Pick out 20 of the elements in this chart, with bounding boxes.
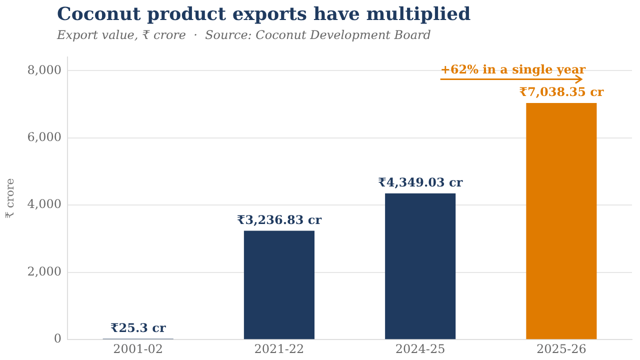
x-tick-label: 2024-25 bbox=[395, 342, 446, 356]
data-label: ₹3,236.83 cr bbox=[236, 212, 322, 227]
data-label: ₹25.3 cr bbox=[110, 320, 166, 335]
x-tick-label: 2021-22 bbox=[254, 342, 304, 356]
y-tick-label: 0 bbox=[54, 332, 62, 346]
chart-subtitle: Export value, ₹ crore · Source: Coconut Development Board bbox=[57, 28, 431, 42]
data-label: ₹7,038.35 cr bbox=[519, 85, 604, 100]
bar bbox=[244, 230, 314, 340]
annotation: +62% in a single year bbox=[440, 62, 586, 76]
x-tick-label: 2001-02 bbox=[113, 342, 164, 356]
y-axis-title: ₹ crore bbox=[3, 178, 16, 219]
y-tick-label: 6,000 bbox=[27, 130, 62, 144]
y-tick-label: 4,000 bbox=[27, 197, 62, 212]
y-tick-label: 2,000 bbox=[27, 264, 62, 278]
bar bbox=[526, 102, 597, 340]
chart-title: Coconut product exports have multiplied bbox=[57, 4, 471, 25]
data-label: ₹4,349.03 cr bbox=[378, 176, 464, 190]
bar bbox=[385, 193, 456, 340]
y-tick-label: 8,000 bbox=[27, 62, 62, 77]
x-tick-label: 2025-26 bbox=[536, 342, 586, 356]
